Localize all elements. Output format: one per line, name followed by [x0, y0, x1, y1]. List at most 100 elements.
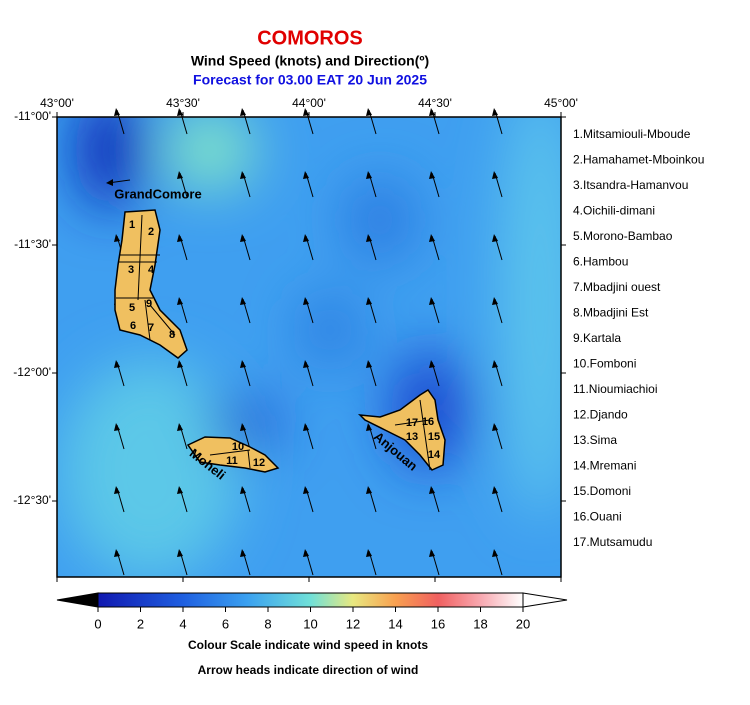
wind-arrow-head: [240, 486, 246, 494]
x-label: 45°00': [544, 96, 578, 110]
legend-item: 11.Nioumiachioi: [573, 382, 658, 396]
wind-arrow-head: [240, 171, 246, 179]
district-number: 1: [129, 219, 135, 231]
wind-arrow-head: [177, 297, 183, 305]
x-label: 44°30': [418, 96, 452, 110]
forecast: Forecast for 03.00 EAT 20 Jun 2025: [193, 72, 427, 88]
wind-arrow-head: [114, 108, 120, 116]
district-number: 2: [148, 226, 154, 238]
district-number: 17: [406, 417, 418, 429]
district-number: 11: [226, 455, 238, 467]
colorbar-tick-label: 18: [473, 616, 487, 631]
wind-arrow-head: [366, 297, 372, 305]
wind-arrow-head: [240, 297, 246, 305]
wind-arrow-head: [366, 360, 372, 368]
colorbar-over: [522, 592, 568, 608]
legend-item: 4.Oichili-dimani: [573, 204, 655, 218]
district-number: 16: [422, 416, 434, 428]
wind-arrow-head: [177, 423, 183, 431]
wind-arrow-head: [366, 549, 372, 557]
colorbar-tick-label: 4: [179, 616, 186, 631]
wind-arrow-head: [114, 549, 120, 557]
wind-arrow-head: [303, 549, 309, 557]
district-number: 6: [130, 320, 136, 332]
wind-arrow-head: [429, 486, 435, 494]
wind-arrow-head: [429, 108, 435, 116]
wind-arrow-head: [177, 108, 183, 116]
wind-arrow-head: [177, 171, 183, 179]
wind-arrow-head: [240, 423, 246, 431]
wind-arrow-head: [240, 234, 246, 242]
district-number: 15: [428, 431, 440, 443]
subtitle: Wind Speed (knots) and Direction(º): [191, 53, 429, 69]
colorbar-note: Arrow heads indicate direction of wind: [198, 663, 419, 677]
axes: 43°00' 43°30' 44°00' 44°30' 45°00' -11°00' -11…: [13, 96, 578, 582]
island-grandcomore: [114, 209, 188, 359]
district-number: 10: [232, 441, 244, 453]
wind-arrow-head: [114, 486, 120, 494]
wind-arrow-head: [303, 108, 309, 116]
wind-arrow-head: [240, 549, 246, 557]
wind-arrow-head: [492, 486, 498, 494]
wind-arrow-head: [177, 360, 183, 368]
wind-arrow-head: [492, 234, 498, 242]
colorbar-tick-label: 2: [137, 616, 144, 631]
y-label: -11°30': [14, 237, 51, 251]
colorbar-tick-label: 0: [94, 616, 101, 631]
colorbar: 0 2 4 6 8 10 12 14 16 18 20: [56, 592, 568, 631]
wind-arrow-head: [106, 179, 113, 186]
title: COMOROS: [257, 27, 363, 49]
wind-arrow-head: [429, 171, 435, 179]
x-label: 44°00': [292, 96, 326, 110]
legend-item: 12.Djando: [573, 408, 628, 422]
wind-arrow-head: [240, 360, 246, 368]
legend-item: 14.Mremani: [573, 459, 636, 473]
district-number: 4: [148, 264, 155, 276]
x-label: 43°30': [166, 96, 200, 110]
island-moheli: [186, 436, 280, 473]
colorbar-tick-label: 10: [303, 616, 317, 631]
wind-arrow-head: [366, 234, 372, 242]
district-number: 5: [129, 302, 135, 314]
district-number: 8: [169, 329, 175, 341]
legend-item: 15.Domoni: [573, 484, 631, 498]
wind-arrow-head: [303, 171, 309, 179]
wind-arrow-head: [492, 360, 498, 368]
legend-item: 8.Mbadjini Est: [573, 306, 649, 320]
district-number: 13: [406, 431, 418, 443]
legend-item: 6.Hambou: [573, 255, 628, 269]
wind-arrow-head: [303, 486, 309, 494]
islands: [114, 209, 446, 473]
wind-arrow-head: [240, 108, 246, 116]
district-borders: [116, 214, 431, 471]
district-number: 3: [128, 264, 134, 276]
wind-arrow-head: [303, 360, 309, 368]
wind-arrow-head: [429, 549, 435, 557]
legend-item: 7.Mbadjini ouest: [573, 280, 661, 294]
legend-item: 13.Sima: [573, 433, 617, 447]
legend-item: 1.Mitsamiouli-Mboude: [573, 127, 691, 141]
colorbar-tick-label: 14: [388, 616, 402, 631]
wind-arrow-head: [114, 234, 120, 242]
colorbar-under: [56, 592, 99, 608]
district-number: 14: [428, 449, 441, 461]
wind-arrow-head: [492, 297, 498, 305]
legend-item: 2.Hamahamet-Mboinkou: [573, 153, 704, 167]
wind-arrow-head: [366, 486, 372, 494]
wind-arrow-head: [492, 549, 498, 557]
wind-arrow-head: [303, 234, 309, 242]
district-number: 7: [148, 322, 154, 334]
wind-arrow-head: [114, 423, 120, 431]
y-label: -11°00': [14, 109, 51, 123]
legend-item: 10.Fomboni: [573, 357, 636, 371]
colorbar-tick-label: 6: [222, 616, 229, 631]
x-label: 43°00': [40, 96, 74, 110]
wind-arrow-head: [366, 171, 372, 179]
legend-item: 17.Mutsamudu: [573, 535, 652, 549]
legend-item: 5.Morono-Bambao: [573, 229, 673, 243]
wind-arrow-head: [429, 360, 435, 368]
wind-arrow-head: [492, 108, 498, 116]
legend-item: 16.Ouani: [573, 510, 622, 524]
legend-item: 9.Kartala: [573, 331, 621, 345]
